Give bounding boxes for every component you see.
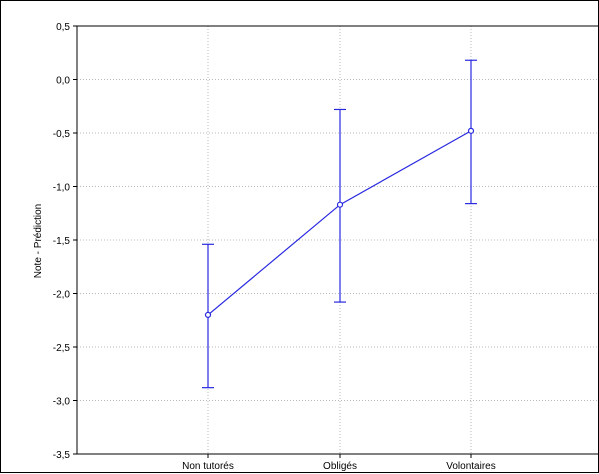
x-tick-label: Volontaires (446, 461, 495, 472)
data-point (467, 127, 475, 134)
y-tick-label: -0,5 (53, 129, 71, 140)
y-axis: 0,5 0,0 -0,5 -1,0 -1,5 -2,0 -2,5 -3,0 -3,5 (53, 22, 77, 461)
y-tick-label: -3,0 (53, 397, 71, 408)
y-tick-label: 0,5 (56, 22, 70, 33)
y-axis-title: Note - Prédiction (33, 204, 44, 278)
data-point (204, 311, 212, 318)
y-tick-label: -2,5 (53, 343, 71, 354)
series-layer (202, 59, 477, 389)
y-tick-label: -3,5 (53, 450, 71, 461)
data-point (336, 201, 344, 208)
y-tick-label: 0,0 (56, 76, 70, 87)
grid-lines (77, 26, 599, 454)
y-tick-label: -1,5 (53, 236, 71, 247)
y-tick-label: -1,0 (53, 183, 71, 194)
x-axis: Non tutorés Obligés Volontaires (182, 454, 496, 472)
y-tick-label: -2,0 (53, 290, 71, 301)
x-tick-label: Obligés (323, 461, 357, 472)
x-tick-label: Non tutorés (182, 461, 234, 472)
